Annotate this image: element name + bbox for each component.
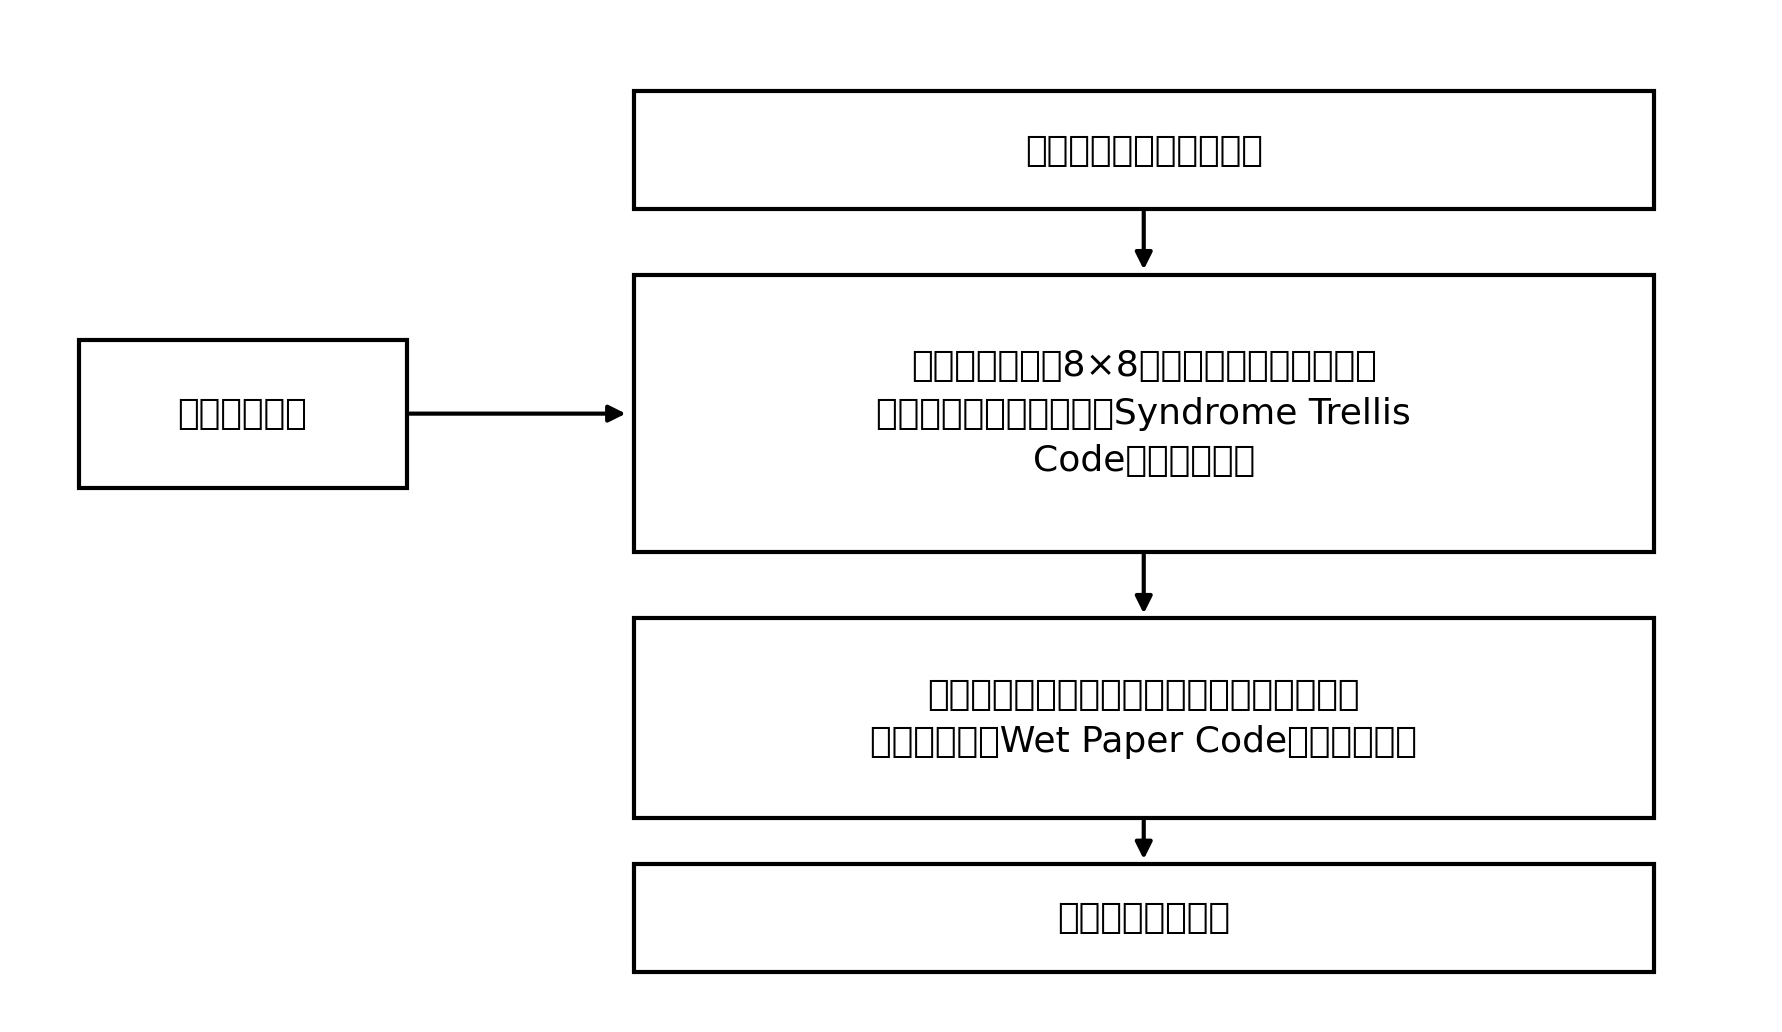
FancyBboxPatch shape (634, 618, 1654, 818)
Text: 根据第一层隐蔽信道的嵌入结果构建第二层隐
蔽信道并采用Wet Paper Code进行信息嵌入: 根据第一层隐蔽信道的嵌入结果构建第二层隐 蔽信道并采用Wet Paper Cod… (870, 678, 1417, 760)
Text: 待嵌入的秘密信息比特流: 待嵌入的秘密信息比特流 (1025, 133, 1263, 167)
Text: 隐写后的视频文件: 隐写后的视频文件 (1057, 901, 1230, 935)
FancyBboxPatch shape (634, 276, 1654, 552)
Text: 将当前帧中按照8×8方式划分的宏块作为第一
层隐蔽信道的载体并采用Syndrome Trellis
Code进行信息嵌入: 将当前帧中按照8×8方式划分的宏块作为第一 层隐蔽信道的载体并采用Syndrom… (877, 349, 1411, 478)
FancyBboxPatch shape (78, 340, 406, 488)
FancyBboxPatch shape (634, 864, 1654, 971)
FancyBboxPatch shape (634, 91, 1654, 208)
Text: 原始视频文件: 原始视频文件 (176, 396, 307, 430)
